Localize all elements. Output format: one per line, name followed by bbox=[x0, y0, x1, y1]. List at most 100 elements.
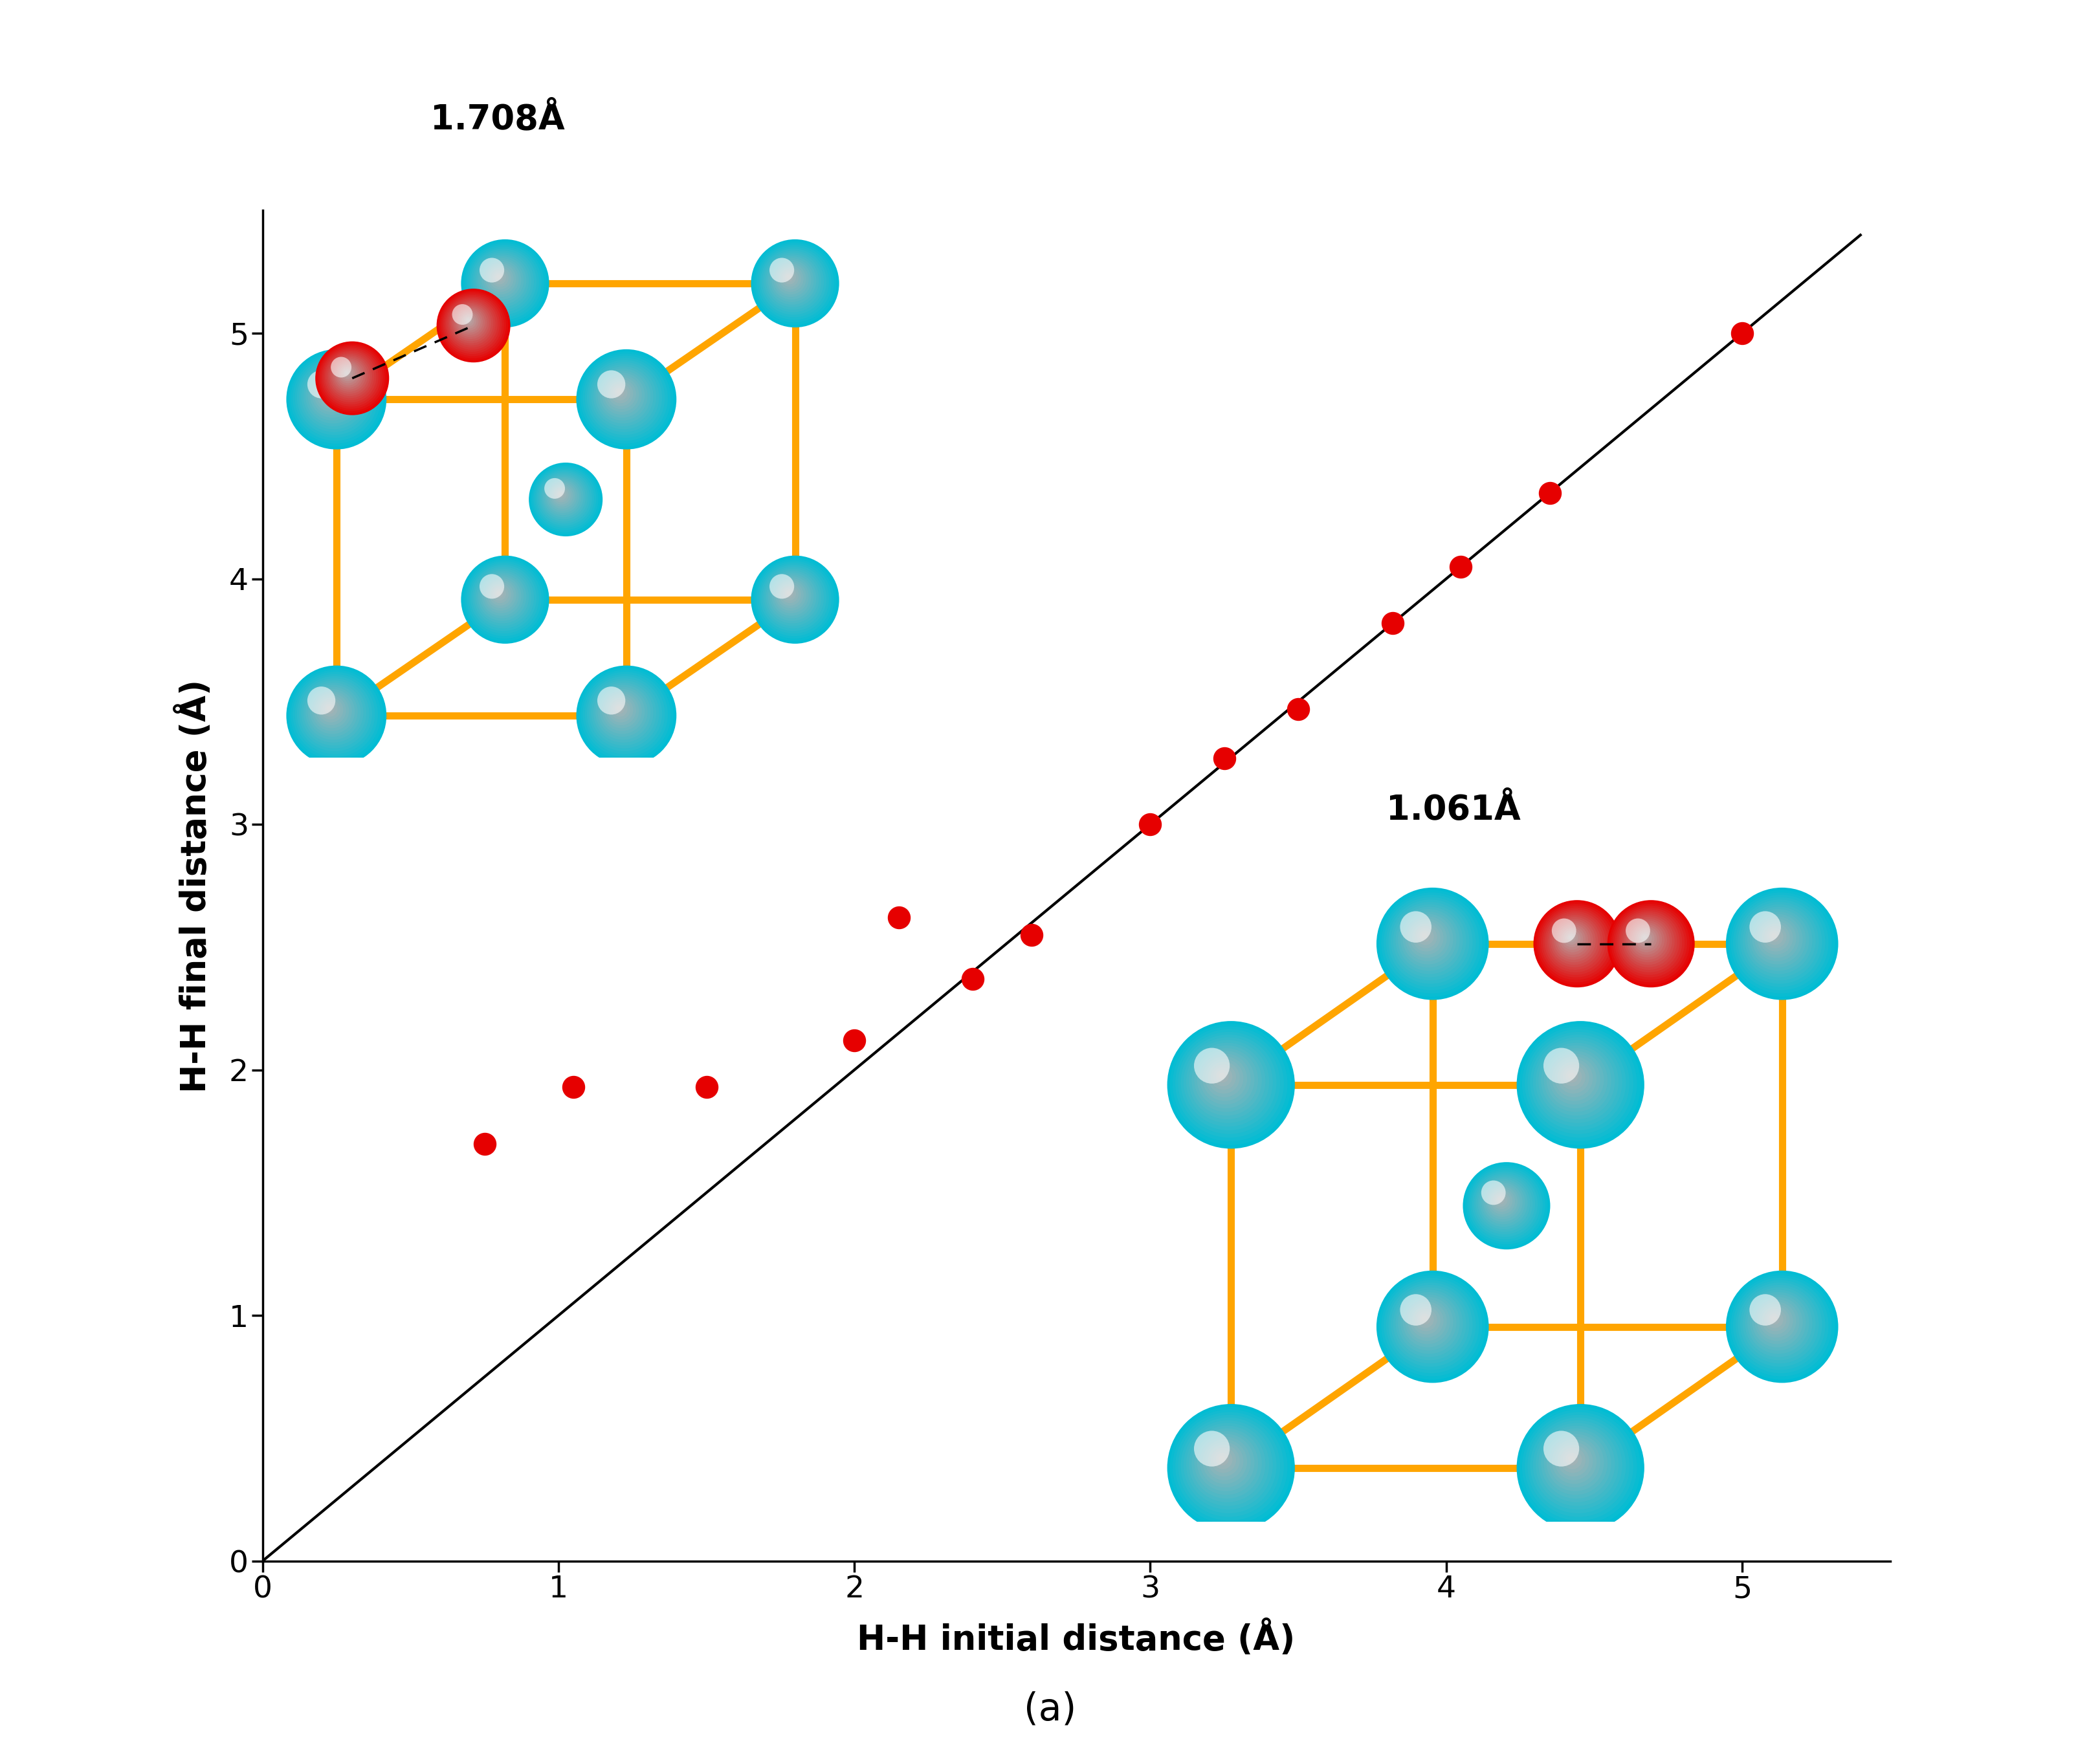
Circle shape bbox=[779, 267, 800, 289]
Circle shape bbox=[313, 691, 353, 731]
Circle shape bbox=[1203, 1440, 1247, 1484]
Circle shape bbox=[538, 472, 590, 524]
Circle shape bbox=[1768, 931, 1781, 942]
Circle shape bbox=[1184, 1037, 1273, 1126]
Circle shape bbox=[777, 582, 804, 609]
Circle shape bbox=[1726, 888, 1838, 1000]
Circle shape bbox=[550, 482, 575, 509]
Circle shape bbox=[1539, 905, 1613, 980]
Circle shape bbox=[544, 477, 584, 517]
Circle shape bbox=[1562, 1066, 1581, 1086]
Circle shape bbox=[1214, 1451, 1233, 1470]
Circle shape bbox=[1399, 909, 1459, 972]
Circle shape bbox=[466, 561, 542, 637]
Circle shape bbox=[1558, 1445, 1590, 1477]
Circle shape bbox=[344, 372, 349, 375]
Circle shape bbox=[592, 681, 657, 745]
Circle shape bbox=[1376, 888, 1489, 1000]
Circle shape bbox=[601, 372, 645, 417]
Circle shape bbox=[1569, 935, 1573, 940]
Circle shape bbox=[470, 565, 536, 631]
Circle shape bbox=[756, 246, 832, 319]
Circle shape bbox=[1390, 902, 1470, 980]
Circle shape bbox=[1386, 1280, 1476, 1370]
Circle shape bbox=[1535, 902, 1619, 986]
Circle shape bbox=[1564, 931, 1577, 945]
Circle shape bbox=[769, 256, 817, 305]
Circle shape bbox=[326, 353, 374, 400]
Circle shape bbox=[1754, 916, 1800, 961]
Circle shape bbox=[1420, 931, 1430, 942]
Circle shape bbox=[1552, 1056, 1596, 1102]
Circle shape bbox=[1480, 1179, 1527, 1226]
Circle shape bbox=[1548, 916, 1600, 968]
Circle shape bbox=[1642, 935, 1646, 940]
Circle shape bbox=[1636, 928, 1657, 949]
Circle shape bbox=[496, 275, 502, 279]
Circle shape bbox=[785, 274, 794, 282]
Circle shape bbox=[462, 314, 477, 328]
Circle shape bbox=[321, 347, 380, 407]
Circle shape bbox=[596, 684, 651, 740]
Circle shape bbox=[319, 344, 384, 410]
Circle shape bbox=[1405, 1300, 1449, 1344]
Circle shape bbox=[1638, 930, 1655, 947]
Circle shape bbox=[1749, 912, 1806, 968]
Circle shape bbox=[323, 386, 338, 400]
Circle shape bbox=[603, 691, 643, 731]
Circle shape bbox=[1399, 1293, 1459, 1354]
Circle shape bbox=[1535, 1422, 1619, 1507]
Circle shape bbox=[1418, 1312, 1434, 1328]
Circle shape bbox=[1472, 1172, 1537, 1237]
Circle shape bbox=[1388, 900, 1472, 984]
Circle shape bbox=[481, 575, 521, 616]
Circle shape bbox=[775, 263, 806, 295]
Circle shape bbox=[326, 388, 334, 398]
Circle shape bbox=[1623, 917, 1672, 965]
Circle shape bbox=[1726, 1270, 1838, 1382]
Circle shape bbox=[1739, 900, 1823, 984]
Circle shape bbox=[536, 468, 594, 528]
Circle shape bbox=[1613, 905, 1686, 980]
Circle shape bbox=[1390, 1286, 1470, 1363]
Circle shape bbox=[1770, 1316, 1777, 1321]
Circle shape bbox=[773, 261, 808, 296]
Circle shape bbox=[496, 274, 504, 282]
Circle shape bbox=[1533, 1421, 1623, 1510]
Circle shape bbox=[1766, 928, 1783, 945]
Circle shape bbox=[470, 249, 536, 314]
Circle shape bbox=[1630, 923, 1665, 958]
Circle shape bbox=[1518, 1024, 1640, 1145]
Circle shape bbox=[1760, 921, 1793, 954]
Circle shape bbox=[578, 668, 674, 763]
Circle shape bbox=[1382, 1275, 1483, 1377]
Circle shape bbox=[1415, 926, 1436, 949]
Circle shape bbox=[338, 365, 357, 384]
Circle shape bbox=[781, 270, 798, 288]
Point bbox=[468, 1130, 502, 1158]
Circle shape bbox=[538, 470, 592, 526]
Circle shape bbox=[309, 372, 355, 417]
Text: 1.061Å: 1.061Å bbox=[1386, 793, 1520, 828]
Circle shape bbox=[762, 251, 823, 312]
Circle shape bbox=[494, 272, 506, 284]
Circle shape bbox=[760, 565, 827, 631]
Circle shape bbox=[788, 275, 792, 279]
Circle shape bbox=[302, 682, 363, 742]
Circle shape bbox=[1619, 912, 1680, 972]
Circle shape bbox=[1401, 910, 1432, 942]
Circle shape bbox=[483, 579, 519, 614]
Text: 1.708Å: 1.708Å bbox=[430, 102, 565, 137]
Circle shape bbox=[328, 354, 372, 398]
Circle shape bbox=[1544, 909, 1609, 975]
Circle shape bbox=[296, 360, 372, 435]
Circle shape bbox=[1546, 912, 1607, 972]
Circle shape bbox=[1495, 1194, 1508, 1207]
Circle shape bbox=[1735, 896, 1825, 988]
Circle shape bbox=[771, 574, 815, 619]
Circle shape bbox=[1189, 1426, 1266, 1501]
Circle shape bbox=[1401, 1294, 1457, 1351]
Circle shape bbox=[1197, 1433, 1254, 1491]
Circle shape bbox=[1409, 921, 1443, 954]
Circle shape bbox=[342, 368, 353, 379]
